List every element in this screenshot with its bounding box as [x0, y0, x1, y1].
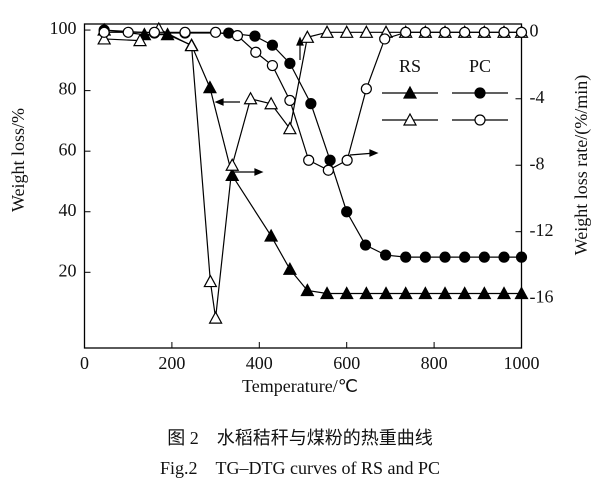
marker: [515, 26, 528, 38]
y-tick-label: 20: [59, 260, 77, 280]
marker: [359, 25, 374, 38]
marker: [303, 154, 315, 166]
marker: [498, 26, 510, 38]
marker: [418, 286, 433, 300]
marker: [341, 154, 353, 166]
marker: [498, 251, 510, 263]
marker: [264, 228, 279, 242]
marker: [339, 25, 354, 38]
y2-tick-label: 0: [530, 20, 539, 40]
marker: [264, 96, 279, 110]
y-tick-label: 100: [50, 18, 77, 38]
x-tick-label: 0: [80, 353, 89, 373]
marker: [148, 26, 161, 38]
x-tick-label: 200: [158, 353, 185, 373]
arrows: [214, 36, 379, 176]
y2-tick-label: -12: [530, 220, 554, 240]
marker: [439, 26, 451, 38]
marker: [282, 121, 297, 135]
x-axis-label: Temperature/℃: [242, 376, 358, 396]
marker: [402, 85, 418, 99]
marker: [210, 26, 222, 38]
caption-en: Fig.2 TG–DTG curves of RS and PC: [160, 458, 440, 478]
marker: [320, 25, 335, 38]
marker: [98, 26, 110, 38]
series-line: [104, 29, 522, 258]
marker: [459, 26, 471, 38]
marker: [419, 251, 431, 263]
marker: [514, 286, 529, 300]
legend-label: RS: [399, 56, 421, 76]
marker: [419, 26, 431, 38]
caption-cn: 图 2 水稻秸秆与煤粉的热重曲线: [167, 428, 433, 448]
x-tick-label: 800: [421, 353, 448, 373]
marker: [266, 59, 279, 72]
marker: [184, 38, 199, 52]
marker: [266, 39, 279, 51]
marker: [284, 57, 296, 69]
y2-tick-label: -8: [530, 153, 545, 173]
marker: [208, 310, 223, 324]
marker: [459, 251, 471, 263]
marker: [400, 251, 412, 263]
marker: [478, 26, 490, 38]
x-tick-label: 400: [246, 353, 273, 373]
marker: [379, 249, 392, 261]
marker: [497, 286, 512, 300]
marker: [400, 26, 412, 38]
series-line: [104, 28, 522, 319]
marker: [359, 239, 372, 251]
marker: [379, 33, 391, 45]
marker: [359, 286, 374, 300]
y2-tick-label: -4: [530, 87, 545, 107]
marker: [439, 251, 451, 263]
x-tick-label: 600: [333, 353, 360, 373]
marker: [305, 98, 317, 110]
marker: [225, 168, 240, 182]
marker: [320, 286, 335, 300]
marker: [341, 206, 353, 218]
marker: [478, 251, 490, 263]
marker: [97, 31, 112, 45]
y-tick-label: 60: [59, 139, 77, 159]
marker: [284, 94, 296, 107]
x-tick-label: 1000: [504, 353, 540, 373]
marker: [474, 114, 486, 126]
marker: [360, 83, 372, 95]
legend-label: PC: [469, 56, 491, 76]
marker: [282, 262, 297, 275]
marker: [300, 30, 315, 43]
marker: [324, 154, 336, 166]
marker: [398, 286, 413, 300]
marker: [474, 87, 486, 99]
marker: [515, 251, 528, 263]
marker: [203, 274, 218, 288]
y2-axis-label: Weight loss rate/(%/min): [571, 75, 592, 256]
marker: [402, 112, 418, 126]
marker: [179, 26, 191, 38]
marker: [477, 286, 492, 300]
marker: [231, 30, 244, 42]
marker: [243, 91, 258, 105]
plot-frame: [83, 23, 523, 349]
marker: [438, 286, 453, 300]
y-tick-label: 40: [59, 200, 77, 220]
marker: [379, 286, 394, 300]
y-axis-label: Weight loss/%: [8, 108, 28, 212]
y-tick-label: 80: [59, 79, 77, 99]
marker: [225, 157, 240, 171]
marker: [132, 33, 148, 47]
marker: [202, 80, 217, 94]
marker: [122, 26, 134, 38]
marker: [250, 46, 262, 58]
y2-tick-label: -16: [530, 286, 554, 306]
marker: [322, 164, 334, 176]
marker: [300, 283, 315, 297]
marker: [457, 286, 472, 300]
marker: [339, 286, 354, 300]
marker: [249, 30, 261, 42]
